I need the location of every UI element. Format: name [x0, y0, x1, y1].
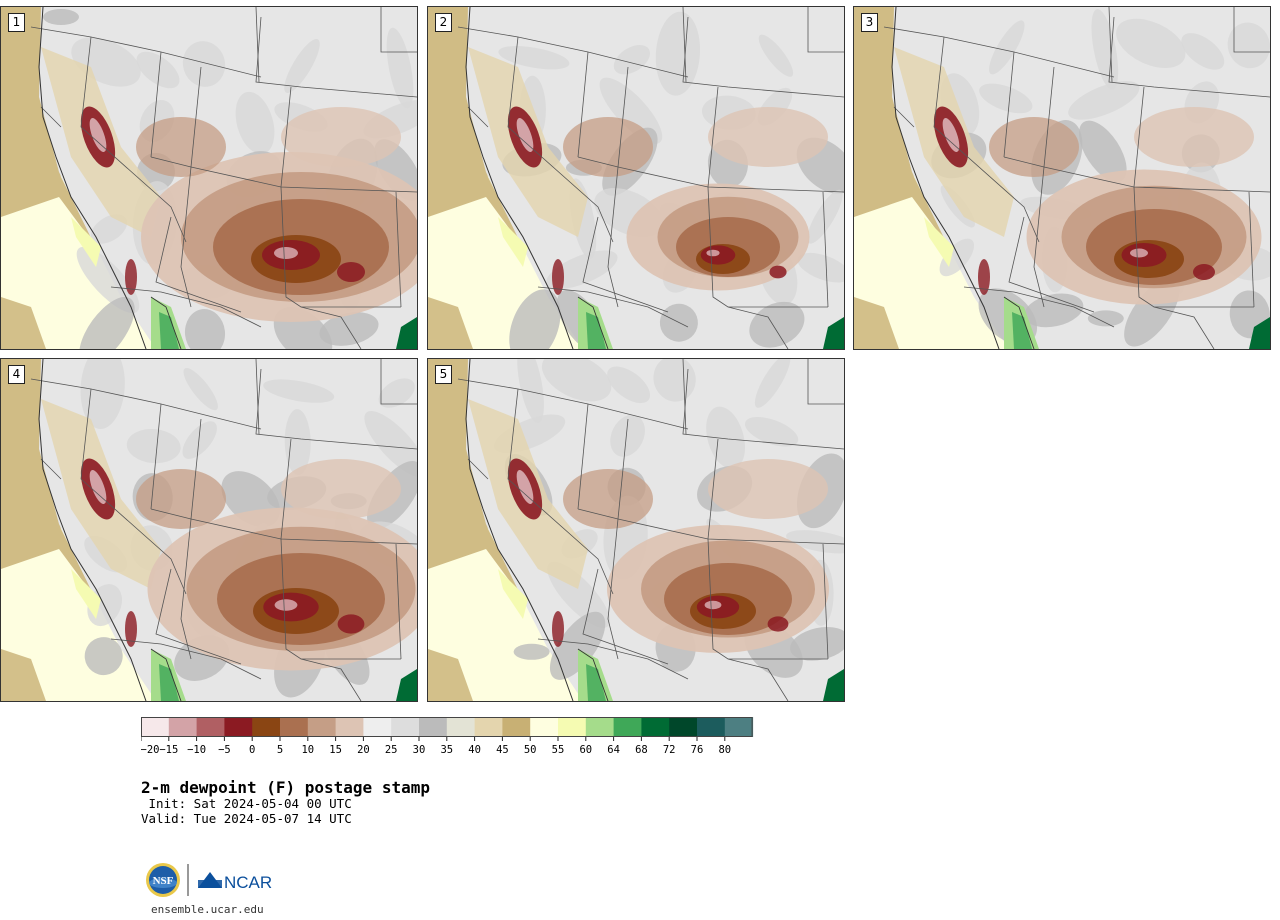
colorbar-swatch [335, 717, 364, 737]
colorbar-tick-label: 64 [607, 744, 620, 756]
panel-number-label: 2 [435, 13, 452, 32]
colorbar-swatch [641, 717, 670, 737]
colorbar-swatch [669, 717, 698, 737]
colorbar-swatch [196, 717, 225, 737]
colorbar-swatch [613, 717, 642, 737]
colorbar-tick-label: 15 [329, 744, 342, 756]
colorbar-swatch [419, 717, 448, 737]
panel-number-label: 4 [8, 365, 25, 384]
nsf-logo: NSF [146, 863, 180, 897]
ncar-logo-text: NCAR [224, 873, 272, 892]
colorbar-swatch [502, 717, 531, 737]
colorbar-swatch [280, 717, 309, 737]
colorbar-tick-label: 30 [413, 744, 426, 756]
colorbar-tick-label: 76 [691, 744, 704, 756]
colorbar-swatch [252, 717, 281, 737]
colorbar-swatch [224, 717, 253, 737]
colorbar-tick-label: 10 [301, 744, 314, 756]
panel-number-label: 5 [435, 365, 452, 384]
colorbar-tick-label: 40 [468, 744, 481, 756]
colorbar-tick-label: 35 [440, 744, 453, 756]
colorbar-tick-label: 68 [635, 744, 648, 756]
logos: NSF NCAR [146, 863, 272, 897]
dewpoint-colorbar: −20 −15 −10 −5 0 5 10 15 20 25 30 35 40 45 50 55 60 64 68 7… [141, 717, 754, 756]
init-time: Init: Sat 2024-05-04 00 UTC [141, 796, 352, 811]
colorbar-tick-label: 55 [552, 744, 565, 756]
colorbar-swatch [307, 717, 337, 737]
panel-number-label: 1 [8, 13, 25, 32]
colorbar-tick-label: 80 [718, 744, 731, 756]
colorbar-tick-label: 0 [249, 744, 255, 756]
map-panel: 2 [427, 6, 845, 350]
map-panel: 1 [0, 6, 418, 350]
colorbar-tick-label: 45 [496, 744, 509, 756]
panel-number-label: 3 [861, 13, 878, 32]
colorbar-swatch [530, 717, 559, 737]
colorbar-swatch [446, 717, 476, 737]
colorbar-tick-label: 50 [524, 744, 537, 756]
colorbar-tick-label: 25 [385, 744, 398, 756]
map-panel: 4 [0, 358, 418, 702]
colorbar-swatch [474, 717, 503, 737]
colorbar-swatch [168, 717, 198, 737]
website-url: ensemble.ucar.edu [151, 903, 264, 916]
nsf-logo-text: NSF [153, 875, 174, 887]
colorbar-tick-label: 60 [579, 744, 592, 756]
map-panel: 3 [853, 6, 1271, 350]
valid-time: Valid: Tue 2024-05-07 14 UTC [141, 811, 352, 826]
colorbar-tick-label: −10 [187, 744, 206, 756]
colorbar-swatch [363, 717, 392, 737]
colorbar-swatch [697, 717, 726, 737]
colorbar-tick-label: −15 [159, 744, 178, 756]
colorbar-swatch [558, 717, 587, 737]
map-panel: 5 [427, 358, 845, 702]
colorbar-swatch [585, 717, 615, 737]
ncar-logo: NCAR [198, 872, 272, 892]
colorbar-tick-label: 72 [663, 744, 676, 756]
colorbar-swatch [391, 717, 420, 737]
figure-title: 2-m dewpoint (F) postage stamp [141, 778, 430, 797]
colorbar-swatch [141, 717, 170, 737]
colorbar-tick-label: 5 [277, 744, 283, 756]
colorbar-tick-label: 20 [357, 744, 370, 756]
colorbar-swatch [724, 717, 754, 737]
colorbar-tick-label: −20 [141, 744, 159, 756]
colorbar-tick-label: −5 [218, 744, 231, 756]
